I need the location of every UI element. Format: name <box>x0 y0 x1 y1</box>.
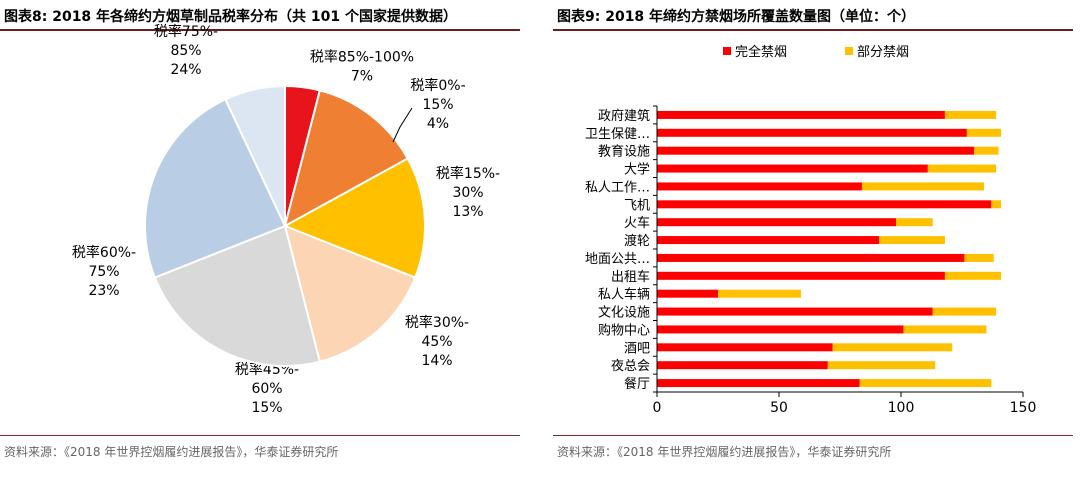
legend-swatch <box>845 47 853 55</box>
pie-slice-label: 税率75%-85% 24% <box>154 23 218 78</box>
bar-segment <box>896 218 933 227</box>
category-label: 火车 <box>624 215 650 231</box>
category-label: 卫生保健… <box>585 127 650 142</box>
bar-segment <box>657 182 862 191</box>
source-rule <box>0 435 520 436</box>
pie-slice <box>283 89 410 228</box>
pie-slice-label: 税率0%-15% 4% <box>410 77 465 132</box>
bar-segment <box>657 164 928 173</box>
x-tick-label: 100 <box>888 400 915 416</box>
bar-segment <box>964 253 994 262</box>
pie-chart-source: 资料来源：《2018 年世界控烟履约进展报告》，华泰证券研究所 <box>4 445 339 459</box>
bar-segment <box>879 236 945 245</box>
bar-segment <box>718 289 801 298</box>
pie-slice <box>153 224 322 367</box>
bar-segment <box>944 110 997 119</box>
pie-chart-panel: 图表8: 2018 年各缔约方烟草制品税率分布（共 101 个国家提供数据） 税… <box>0 0 528 483</box>
category-label: 飞机 <box>624 198 650 213</box>
category-label: 餐厅 <box>624 376 650 392</box>
bar-segment <box>657 307 933 316</box>
bar-segment <box>657 128 967 137</box>
category-label: 夜总会 <box>611 359 650 374</box>
title-rule <box>0 29 520 31</box>
category-label: 政府建筑 <box>598 108 650 124</box>
category-label: 私人车辆 <box>598 287 650 303</box>
pie-chart: 税率0%-15% 4% 税率15%-30% 13% 税率30%-45% 14% 税率45%-… <box>72 23 500 416</box>
x-tick-label: 50 <box>770 400 788 416</box>
bar-segment <box>657 271 945 280</box>
bar-segment <box>974 146 999 155</box>
bar-chart-source: 资料来源：《2018 年世界控烟履约进展报告》，华泰证券研究所 <box>557 445 892 459</box>
category-label: 教育设施 <box>598 144 650 160</box>
x-tick-label: 0 <box>653 400 662 416</box>
category-label: 私人工作… <box>585 180 650 195</box>
bar-segment <box>859 379 992 388</box>
bar-segment <box>944 271 1002 280</box>
pie-slice <box>283 224 417 363</box>
bar-segment <box>861 182 984 191</box>
pie-chart-title: 图表8: 2018 年各缔约方烟草制品税率分布（共 101 个国家提供数据） <box>4 9 458 25</box>
bar-chart-title: 图表9: 2018 年缔约方禁烟场所覆盖数量图（单位：个） <box>557 9 916 25</box>
legend-swatch <box>723 47 731 55</box>
pie-slice <box>144 97 287 279</box>
legend-label: 完全禁烟 <box>735 44 787 60</box>
bar-segment <box>657 343 833 352</box>
bar-segment <box>657 253 965 262</box>
bar-segment <box>657 325 904 334</box>
bar-segment <box>903 325 987 334</box>
bar-segment <box>657 218 897 227</box>
x-tick-label: 150 <box>1010 400 1037 416</box>
bar-segment <box>657 200 992 209</box>
bar-segment <box>827 361 936 370</box>
pie-slice <box>282 157 426 279</box>
bar-segment <box>657 379 860 388</box>
category-label: 地面公共… <box>585 252 650 267</box>
bar-segment <box>927 164 997 173</box>
pie-leader-line <box>392 107 413 143</box>
pie-slice-label: 税率85%-100% 7% <box>310 49 414 85</box>
bar-segment <box>657 110 945 119</box>
bar-segment <box>966 128 1002 137</box>
legend-label: 部分禁烟 <box>857 45 909 60</box>
category-label: 酒吧 <box>624 341 650 356</box>
pie-slice-label: 税率15%-30% 13% <box>436 165 500 220</box>
pie-slice-label: 税率60%-75% 23% <box>72 244 136 299</box>
title-rule <box>553 29 1073 31</box>
category-label: 购物中心 <box>598 322 650 338</box>
category-label: 文化设施 <box>598 306 650 321</box>
category-label: 出租车 <box>611 269 650 285</box>
pie-slice-label: 税率30%-45% 14% <box>405 314 469 369</box>
bar-chart-panel: 图表9: 2018 年缔约方禁烟场所覆盖数量图（单位：个） 完全禁烟 部分禁烟政府… <box>553 0 1081 483</box>
source-rule <box>553 435 1073 436</box>
bar-segment <box>832 343 953 352</box>
bar-segment <box>657 361 828 370</box>
bar-segment <box>657 289 718 298</box>
pie-slice-label: 税率45%-60% 15% <box>235 361 299 416</box>
category-label: 大学 <box>624 162 650 178</box>
bar-segment <box>991 200 1002 209</box>
pie-slice <box>224 84 286 227</box>
category-label: 渡轮 <box>624 233 650 249</box>
bar-segment <box>657 236 880 245</box>
bar-segment <box>657 146 975 155</box>
bar-segment <box>932 307 997 316</box>
